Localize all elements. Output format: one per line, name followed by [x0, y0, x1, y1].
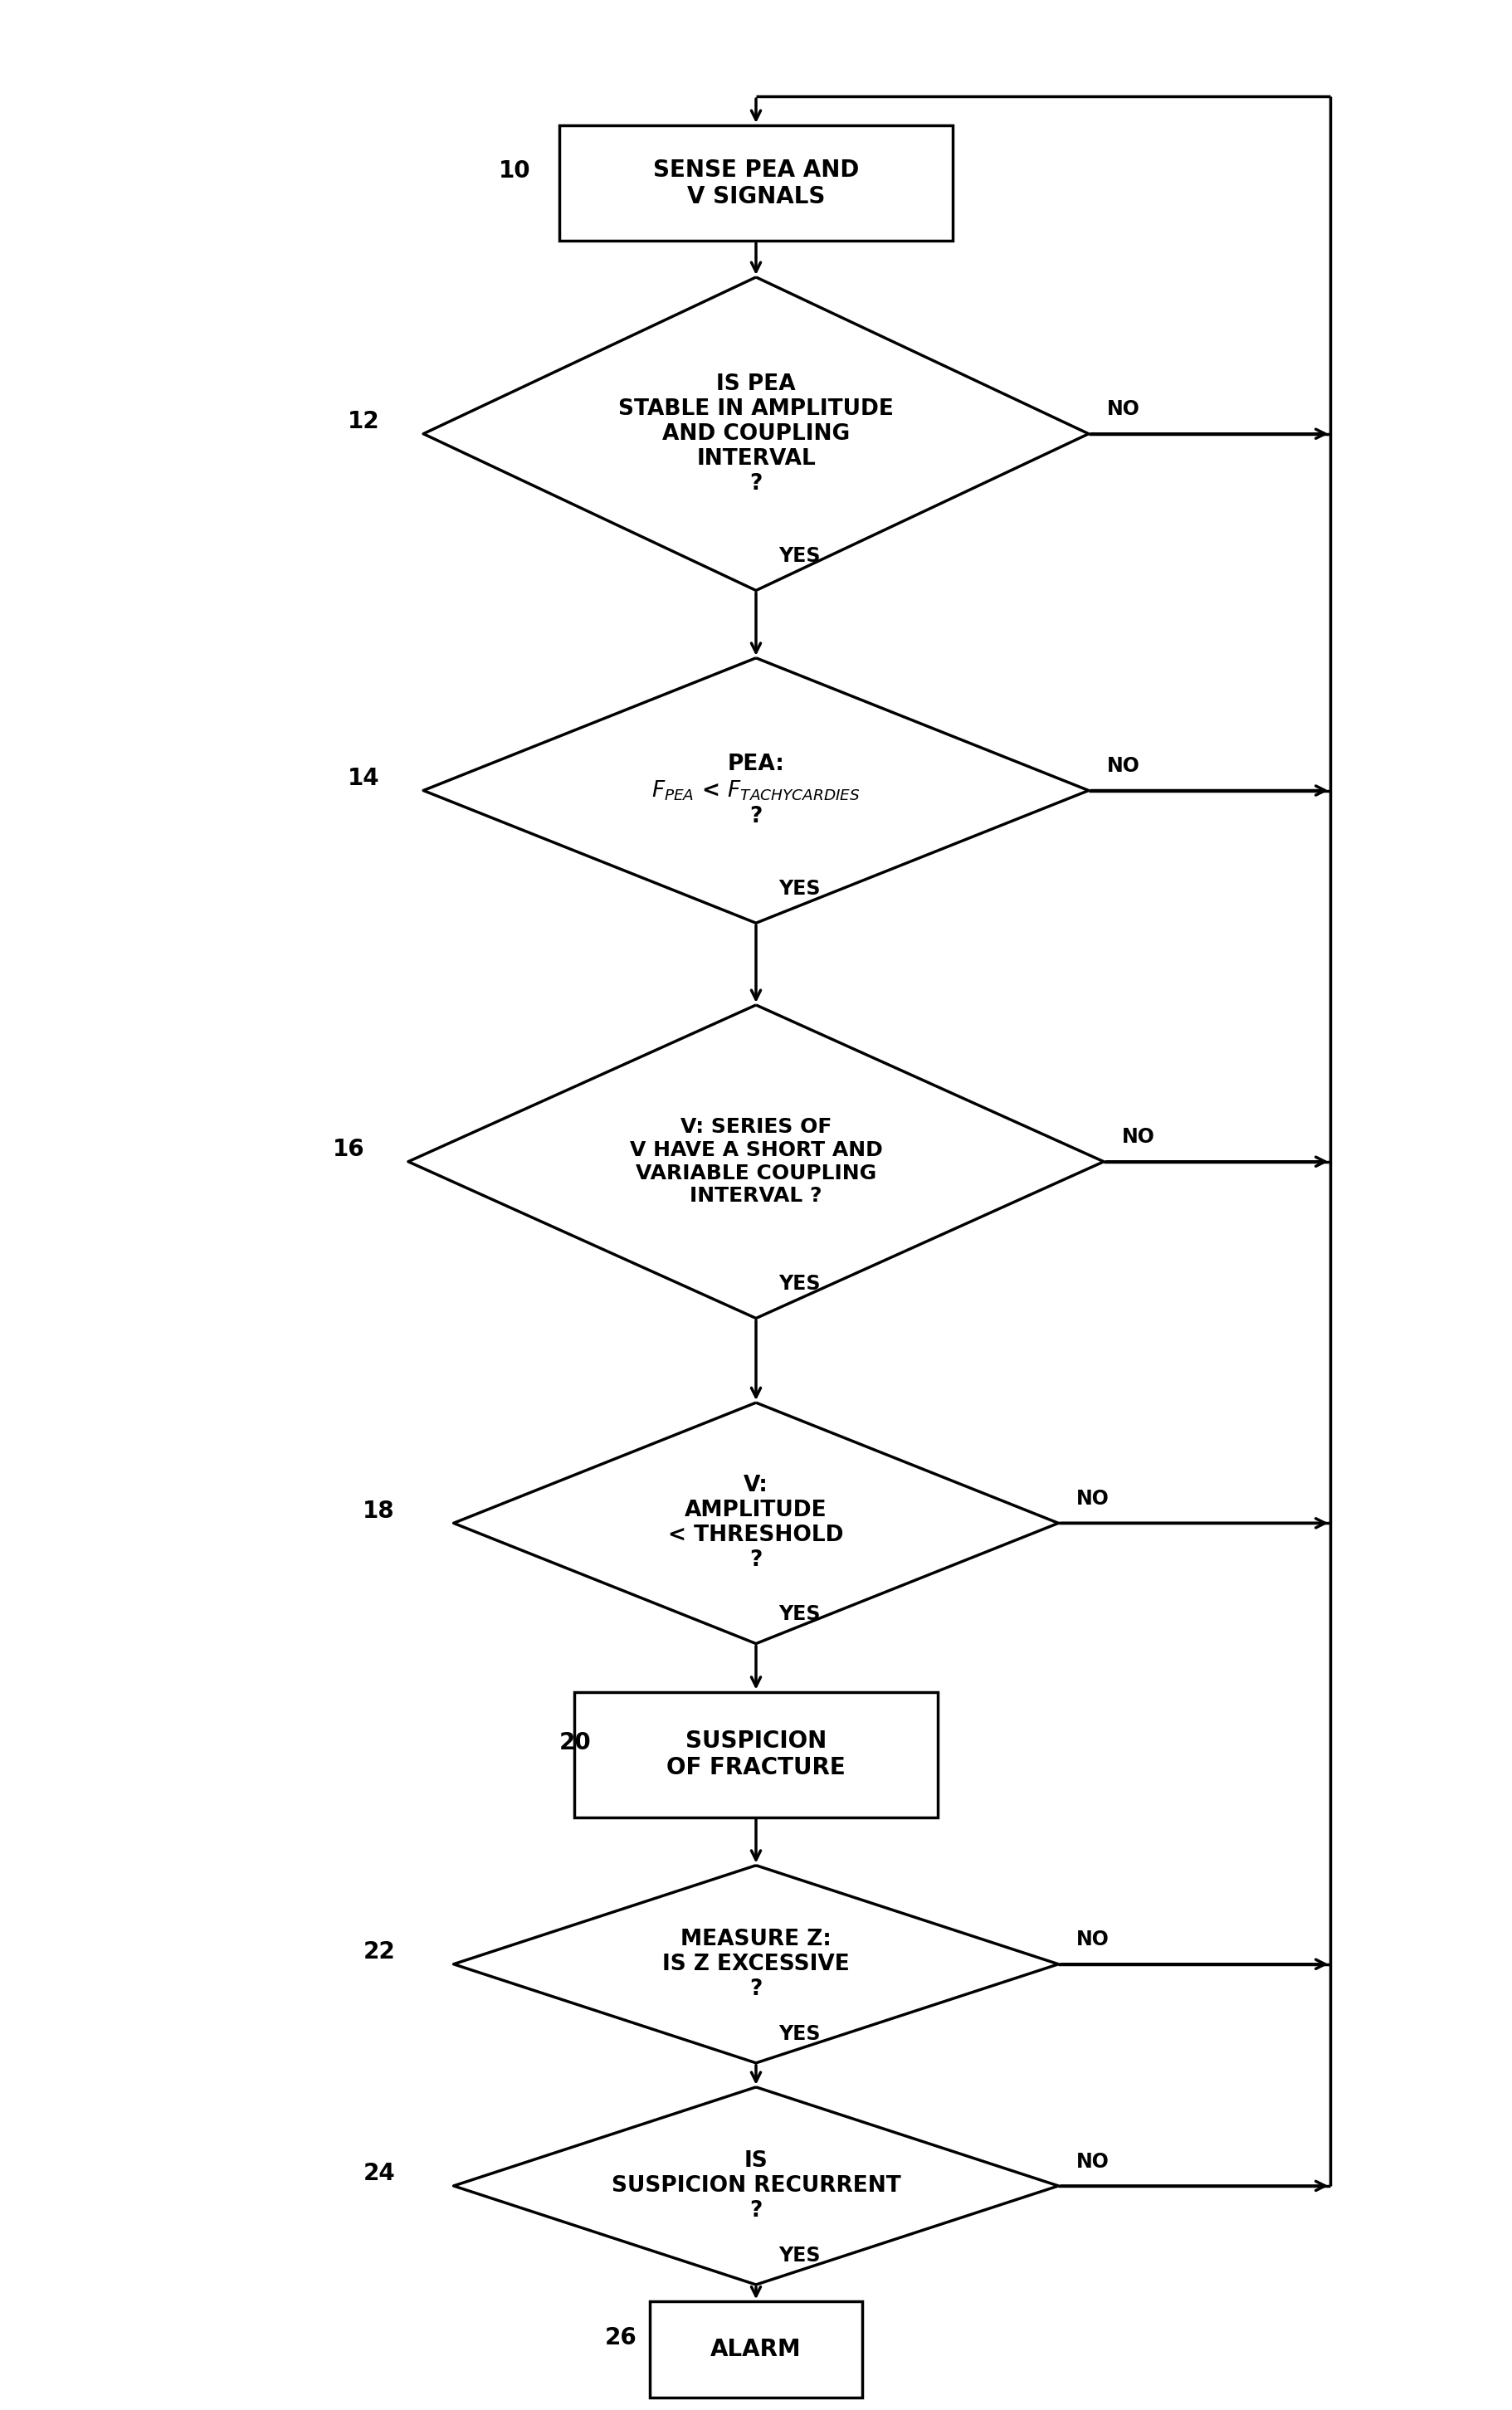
Text: MEASURE Z:
IS Z EXCESSIVE
?: MEASURE Z: IS Z EXCESSIVE ? [662, 1928, 850, 2000]
Text: 16: 16 [333, 1138, 364, 1162]
Polygon shape [423, 658, 1089, 923]
Bar [575, 1692, 937, 1817]
Text: NO: NO [1107, 757, 1140, 776]
Polygon shape [454, 1403, 1058, 1644]
Text: 26: 26 [605, 2326, 637, 2350]
Text: NO: NO [1107, 400, 1140, 419]
Text: V:
AMPLITUDE
< THRESHOLD
?: V: AMPLITUDE < THRESHOLD ? [668, 1475, 844, 1571]
Text: NO: NO [1122, 1128, 1155, 1147]
Polygon shape [454, 2087, 1058, 2285]
Text: 10: 10 [499, 159, 531, 183]
Text: YES: YES [779, 2024, 821, 2044]
Text: YES: YES [779, 2246, 821, 2265]
Text: 18: 18 [363, 1499, 395, 1523]
Polygon shape [423, 277, 1089, 590]
Text: 20: 20 [559, 1730, 591, 1754]
Text: 24: 24 [363, 2162, 395, 2186]
Text: SENSE PEA AND
V SIGNALS: SENSE PEA AND V SIGNALS [653, 159, 859, 207]
Text: YES: YES [779, 1275, 821, 1294]
Text: ALARM: ALARM [711, 2338, 801, 2362]
Text: 22: 22 [363, 1940, 395, 1964]
Text: NO: NO [1077, 1489, 1110, 1509]
Text: 14: 14 [348, 766, 380, 790]
Text: PEA:
$F_{PEA}$ < $F_{TACHYCARDIES}$
?: PEA: $F_{PEA}$ < $F_{TACHYCARDIES}$ ? [652, 754, 860, 827]
Bar [650, 2302, 862, 2398]
Text: YES: YES [779, 547, 821, 566]
Text: NO: NO [1077, 2152, 1110, 2171]
Bar [559, 125, 953, 241]
Text: YES: YES [779, 880, 821, 899]
Text: SUSPICION
OF FRACTURE: SUSPICION OF FRACTURE [667, 1730, 845, 1779]
Polygon shape [454, 1865, 1058, 2063]
Text: V: SERIES OF
V HAVE A SHORT AND
VARIABLE COUPLING
INTERVAL ?: V: SERIES OF V HAVE A SHORT AND VARIABLE… [629, 1118, 883, 1205]
Text: 12: 12 [348, 410, 380, 434]
Text: NO: NO [1077, 1930, 1110, 1950]
Text: YES: YES [779, 1605, 821, 1624]
Polygon shape [408, 1005, 1104, 1318]
Text: IS PEA
STABLE IN AMPLITUDE
AND COUPLING
INTERVAL
?: IS PEA STABLE IN AMPLITUDE AND COUPLING … [618, 374, 894, 494]
Text: IS
SUSPICION RECURRENT
?: IS SUSPICION RECURRENT ? [611, 2150, 901, 2222]
